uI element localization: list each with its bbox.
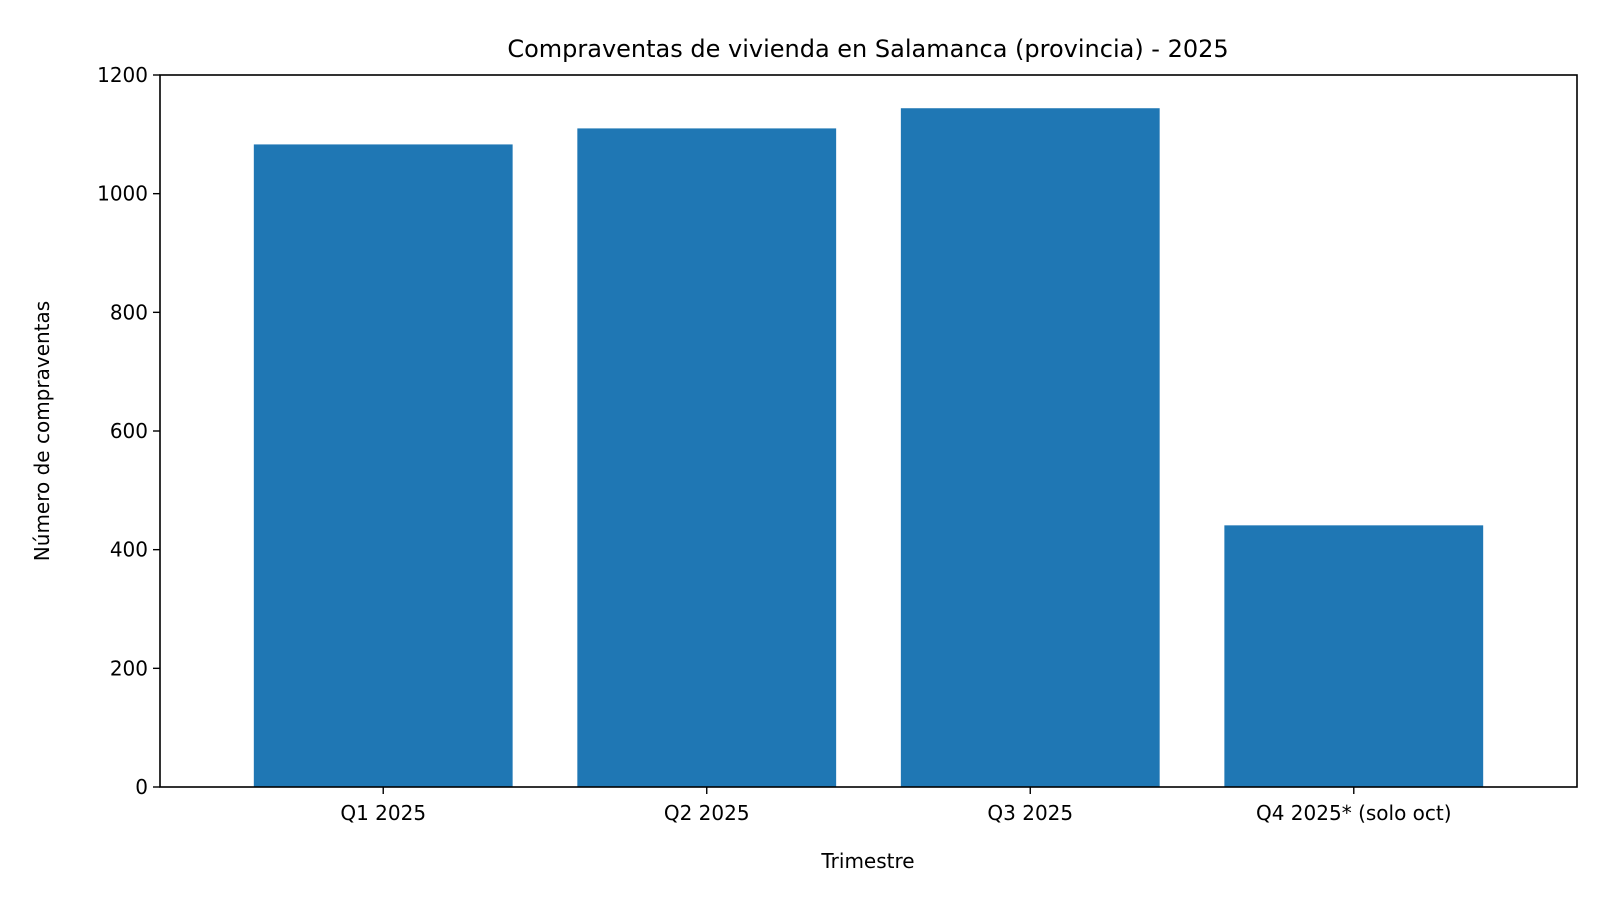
y-axis-label: Número de compraventas (30, 301, 54, 561)
y-tick-label: 1200 (97, 63, 148, 87)
bar-1 (253, 144, 513, 788)
y-tick-label: 600 (110, 419, 148, 443)
y-tick-label: 800 (110, 300, 148, 324)
x-tick-label: Q2 2025 (664, 801, 750, 825)
bar-3 (900, 108, 1160, 787)
x-axis: Q1 2025 Q2 2025 Q3 2025 Q4 2025* (solo oct) (340, 787, 1452, 825)
x-tick-label: Q3 2025 (987, 801, 1073, 825)
y-tick-label: 200 (110, 656, 148, 680)
y-axis: 0 200 400 600 800 1000 1200 (97, 63, 160, 799)
y-tick-label: 1000 (97, 182, 148, 206)
x-tick-label: Q1 2025 (340, 801, 426, 825)
bars-layer (253, 108, 1484, 788)
y-tick-label: 0 (135, 775, 148, 799)
x-axis-label: Trimestre (820, 849, 914, 873)
plot-frame (159, 74, 1578, 788)
y-tick-label: 400 (110, 538, 148, 562)
bar-2 (577, 128, 837, 787)
x-tick-label: Q4 2025* (solo oct) (1256, 801, 1452, 825)
bar-4 (1224, 525, 1484, 787)
chart-title: Compraventas de vivienda en Salamanca (p… (507, 35, 1228, 63)
